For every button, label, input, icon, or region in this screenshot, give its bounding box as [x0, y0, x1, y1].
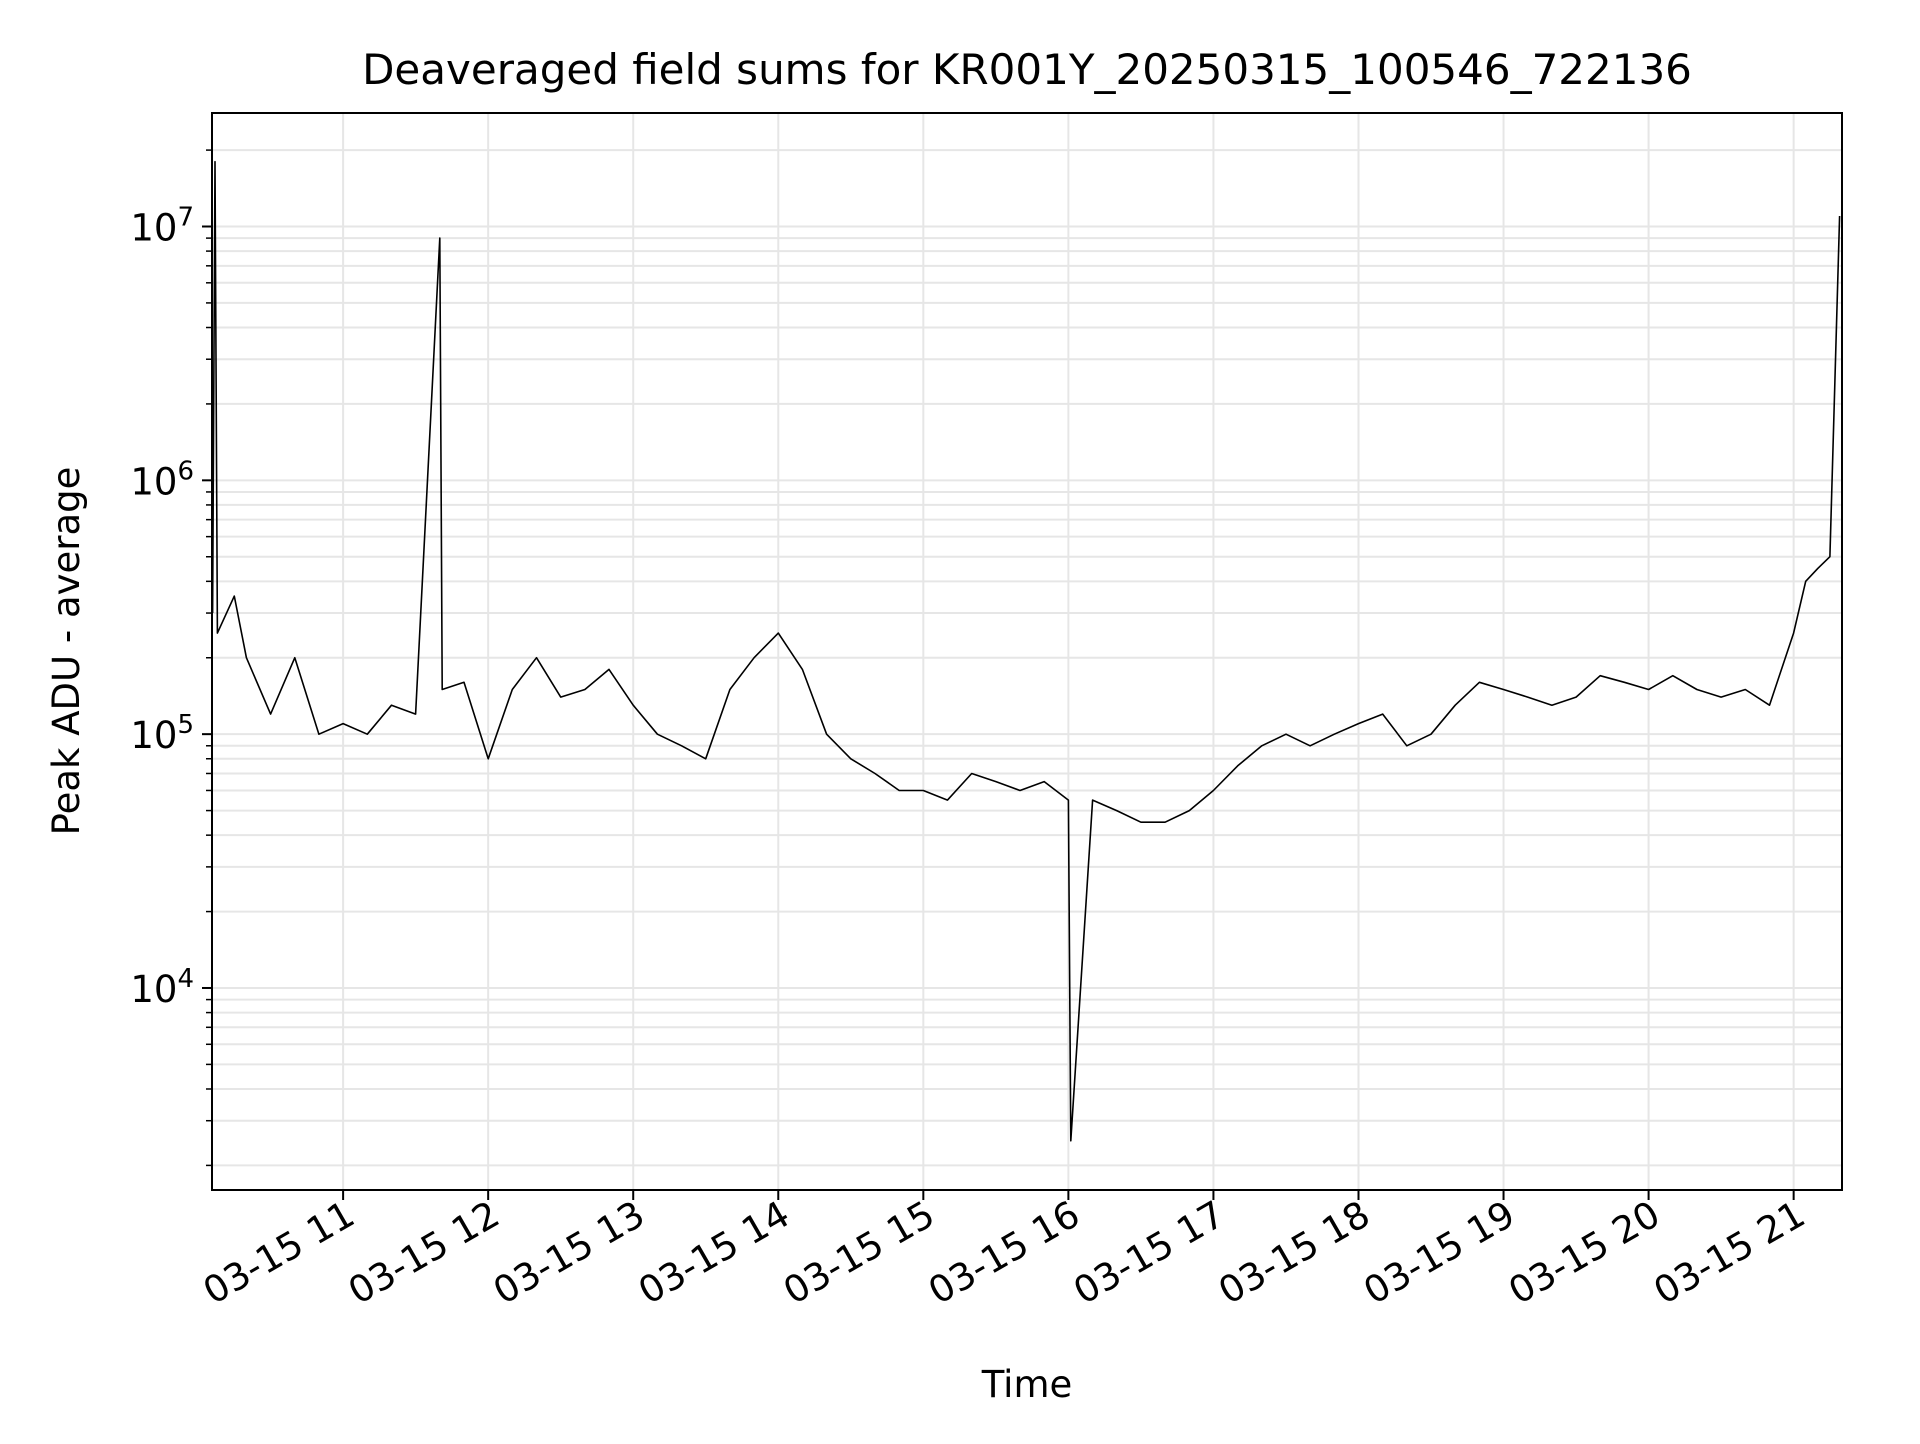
x-tick-label: 03-15 16 [921, 1193, 1087, 1313]
x-tick-label: 03-15 21 [1647, 1193, 1813, 1313]
y-tick-label: 107 [130, 203, 194, 250]
x-tick-label: 03-15 19 [1356, 1193, 1522, 1313]
x-axis-label: Time [981, 1363, 1073, 1406]
x-tick-label: 03-15 13 [486, 1193, 652, 1313]
y-tick-label: 104 [130, 964, 194, 1011]
x-tick-label: 03-15 17 [1066, 1193, 1232, 1313]
x-tick-label: 03-15 11 [196, 1193, 362, 1313]
y-tick-label: 106 [130, 456, 194, 503]
x-tick-label: 03-15 15 [776, 1193, 942, 1313]
y-tick-label: 105 [130, 710, 194, 757]
series-line [211, 160, 1841, 1142]
x-tick-label: 03-15 14 [631, 1193, 797, 1313]
x-tick-label: 03-15 18 [1211, 1193, 1377, 1313]
plot-frame [211, 112, 1843, 1191]
x-tick-label: 03-15 12 [341, 1193, 507, 1313]
y-axis-label: Peak ADU - average [45, 467, 88, 836]
y-axis-ticks: 104 105 106 107 [130, 149, 212, 1167]
grid-layer [212, 113, 1842, 1190]
chart-title: Deaveraged field sums for KR001Y_2025031… [362, 45, 1692, 94]
series-layer [211, 160, 1841, 1142]
x-tick-label: 03-15 20 [1502, 1193, 1668, 1313]
